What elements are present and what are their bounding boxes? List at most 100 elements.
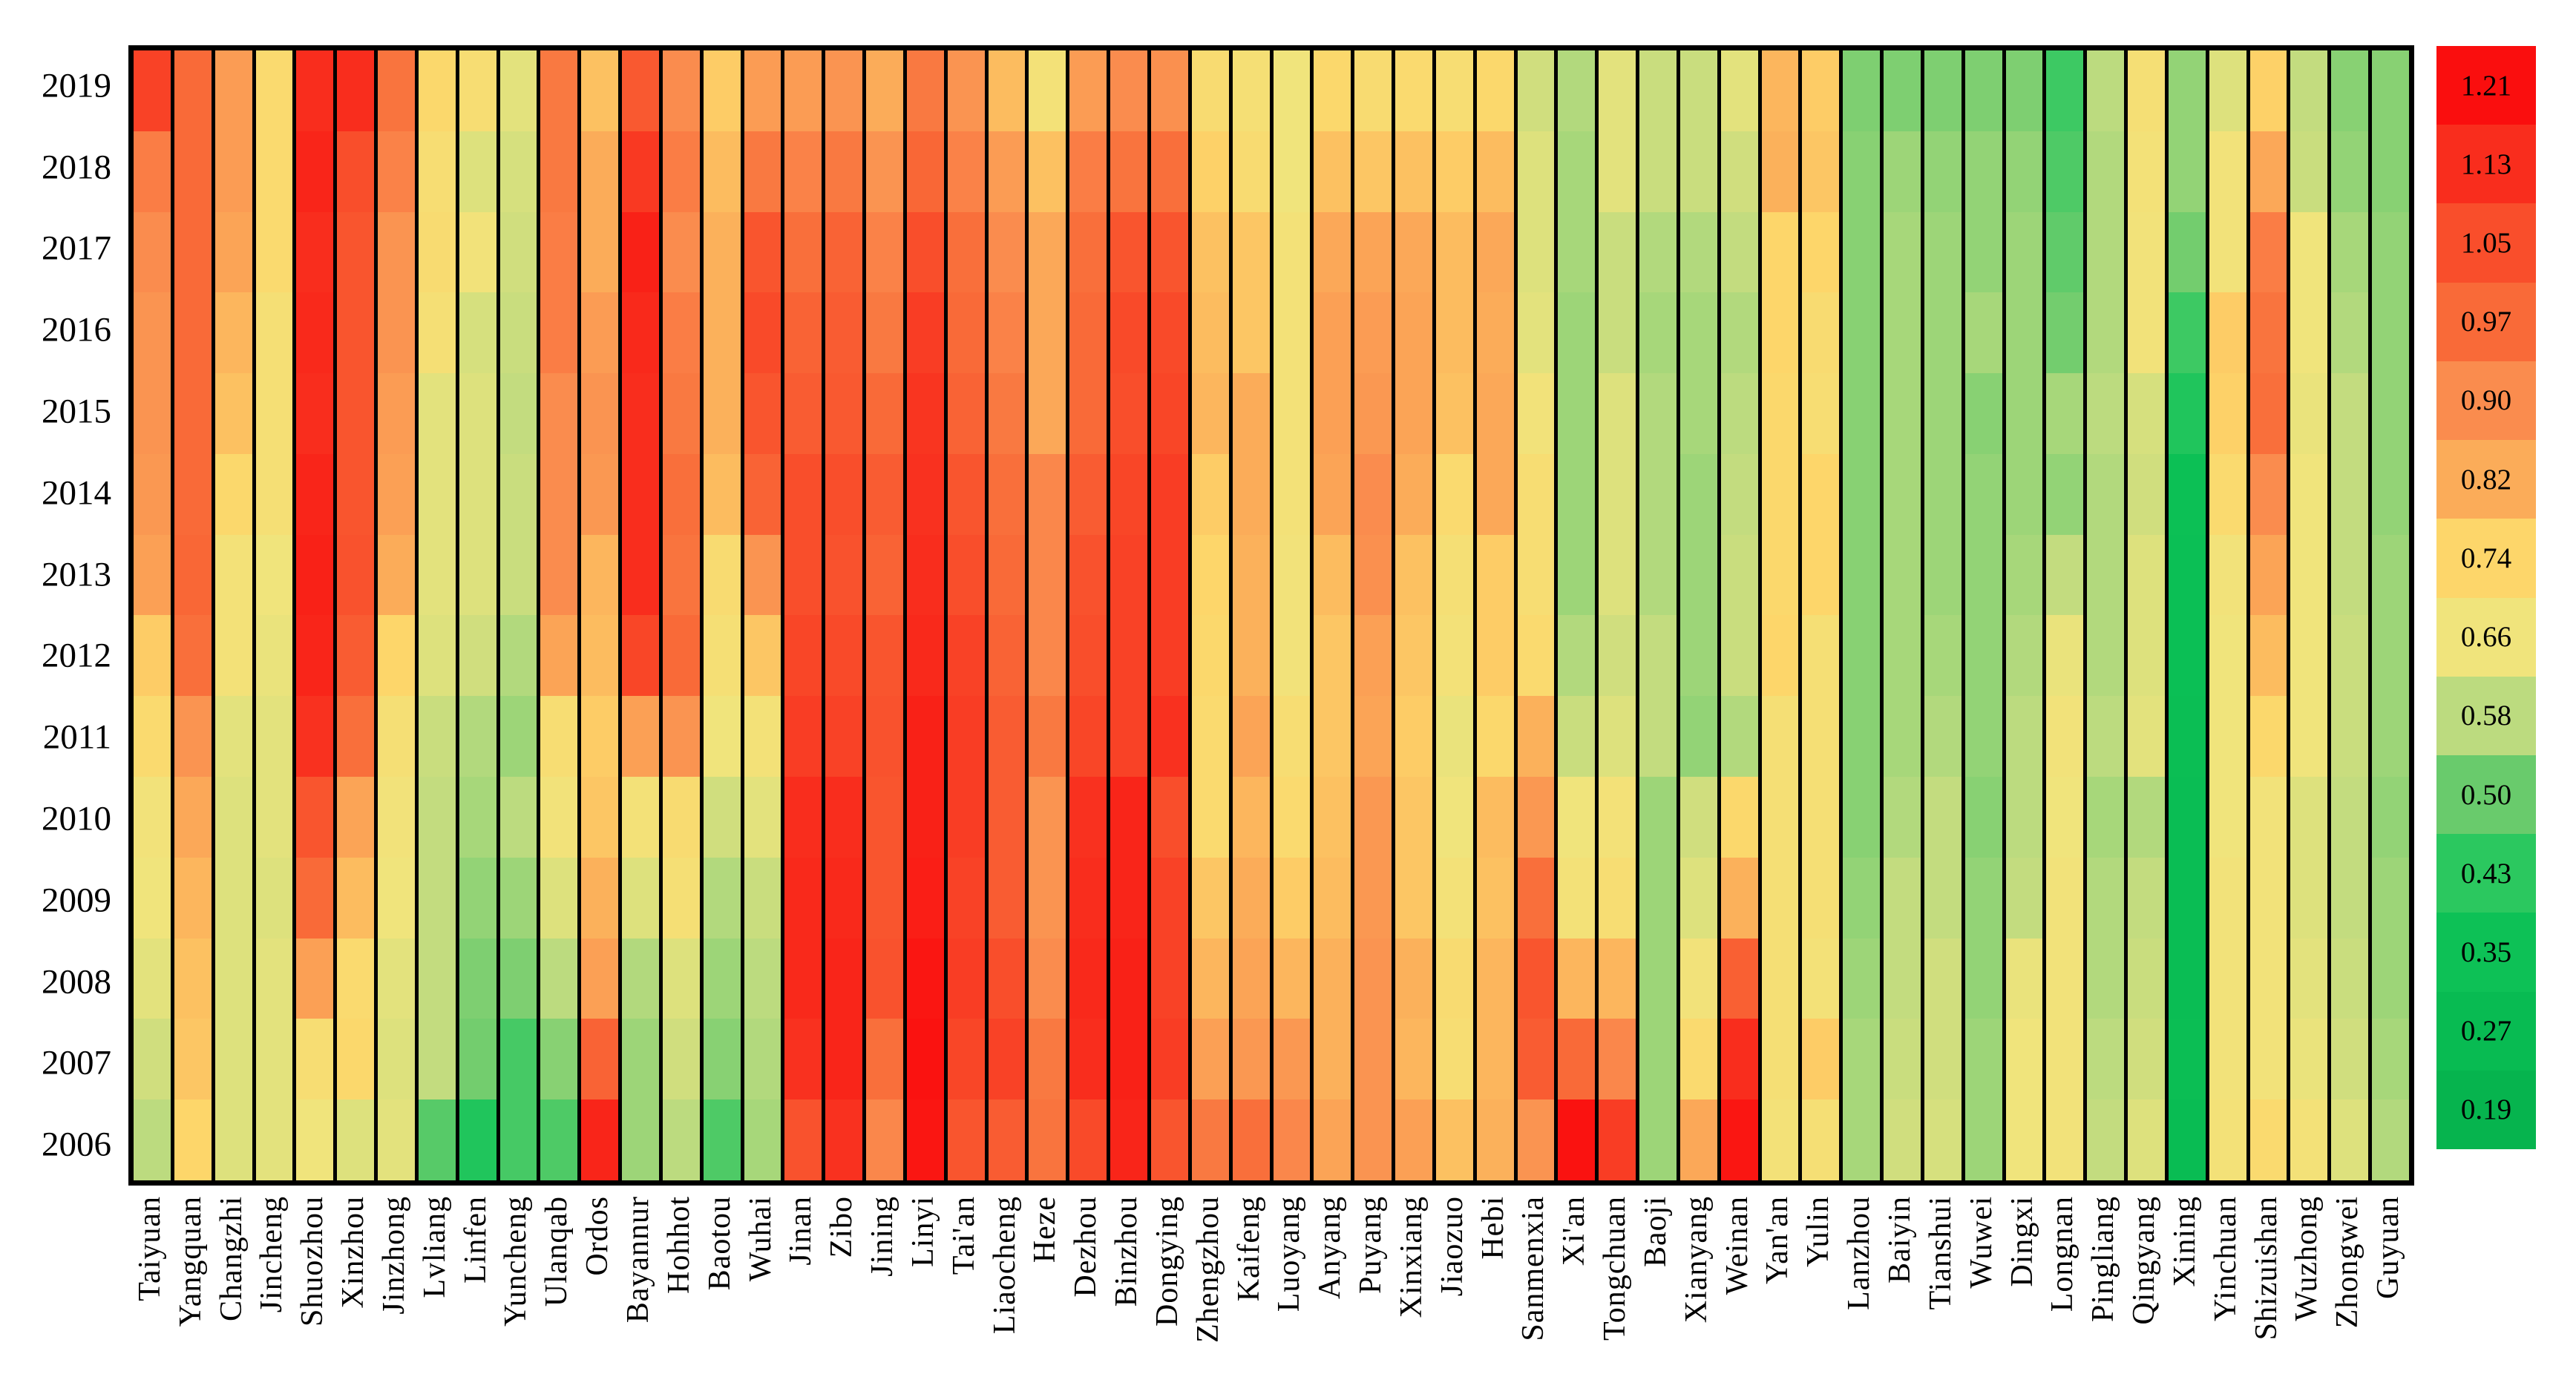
heatmap-cell bbox=[1069, 211, 1107, 293]
legend-block: 1.05 bbox=[2436, 203, 2536, 283]
heatmap-cell bbox=[1802, 373, 1840, 454]
colorbar-legend: 1.21 1.13 1.05 0.97 0.90 0.82 0.74 0.66 0.58 0.50… bbox=[2436, 46, 2536, 1150]
city-label: Dingxi bbox=[2005, 1196, 2039, 1287]
heatmap-cell bbox=[1517, 292, 1555, 374]
heatmap-cell bbox=[459, 453, 496, 535]
heatmap-cell bbox=[255, 777, 293, 858]
heatmap-cell bbox=[1924, 1019, 1962, 1100]
heatmap-cell bbox=[1761, 211, 1799, 293]
heatmap-cell bbox=[1191, 50, 1229, 131]
heatmap-cell bbox=[1314, 373, 1351, 454]
heatmap-cell bbox=[2087, 292, 2125, 374]
heatmap-cell bbox=[906, 938, 944, 1019]
heatmap-cell bbox=[1191, 1099, 1229, 1180]
heatmap-cell bbox=[255, 292, 293, 374]
heatmap-cell bbox=[1761, 50, 1799, 131]
heatmap-cell bbox=[2249, 857, 2287, 939]
heatmap-cell bbox=[296, 50, 334, 131]
heatmap-cell bbox=[2209, 131, 2246, 212]
heatmap-cell bbox=[906, 373, 944, 454]
city-label: Kaifeng bbox=[1231, 1196, 1266, 1302]
heatmap-cell bbox=[2168, 453, 2206, 535]
heatmap-cell bbox=[784, 211, 822, 293]
heatmap-cell bbox=[134, 1019, 171, 1100]
heatmap-cell bbox=[2087, 211, 2125, 293]
heatmap-cell bbox=[2046, 373, 2084, 454]
heatmap-cell bbox=[744, 1019, 781, 1100]
legend-block: 0.19 bbox=[2436, 1070, 2536, 1150]
heatmap-cell bbox=[337, 131, 375, 212]
heatmap-cell bbox=[459, 373, 496, 454]
heatmap-cell bbox=[499, 131, 537, 212]
heatmap-cell bbox=[1679, 777, 1717, 858]
heatmap-cell bbox=[1639, 696, 1677, 778]
heatmap-cell bbox=[1720, 615, 1758, 697]
city-label: Pingliang bbox=[2086, 1196, 2121, 1323]
heatmap-cell bbox=[1843, 857, 1881, 939]
heatmap-cell bbox=[499, 50, 537, 131]
heatmap-cell bbox=[214, 534, 252, 616]
heatmap-cell bbox=[296, 696, 334, 778]
heatmap-cell bbox=[1924, 50, 1962, 131]
heatmap-cell bbox=[2372, 534, 2409, 616]
city-label: Heze bbox=[1028, 1196, 1063, 1263]
heatmap-cell bbox=[134, 777, 171, 858]
heatmap-cell bbox=[1435, 615, 1473, 697]
heatmap-cell bbox=[1029, 453, 1066, 535]
heatmap-cell bbox=[2209, 453, 2246, 535]
heatmap-cell bbox=[540, 534, 578, 616]
heatmap-cell bbox=[1069, 373, 1107, 454]
legend-block: 0.35 bbox=[2436, 913, 2536, 992]
heatmap-cell bbox=[134, 857, 171, 939]
heatmap-cell bbox=[1558, 615, 1596, 697]
heatmap-cell bbox=[2168, 938, 2206, 1019]
heatmap-cell bbox=[214, 777, 252, 858]
heatmap-cell bbox=[540, 1099, 578, 1180]
heatmap-cell bbox=[2372, 857, 2409, 939]
heatmap-cell bbox=[1232, 534, 1270, 616]
heatmap-cell bbox=[337, 211, 375, 293]
heatmap-cell bbox=[418, 292, 456, 374]
heatmap-cell bbox=[337, 696, 375, 778]
heatmap-cell bbox=[2128, 453, 2165, 535]
heatmap-cell bbox=[296, 1019, 334, 1100]
heatmap-cell bbox=[703, 857, 741, 939]
heatmap-cell bbox=[703, 1099, 741, 1180]
heatmap-cell bbox=[1843, 534, 1881, 616]
heatmap-cell bbox=[1964, 938, 2002, 1019]
heatmap-cell bbox=[1599, 1019, 1636, 1100]
heatmap-cell bbox=[1354, 696, 1392, 778]
heatmap-cell bbox=[255, 1019, 293, 1100]
heatmap-cell bbox=[1599, 292, 1636, 374]
heatmap-cell bbox=[866, 292, 903, 374]
heatmap-cell bbox=[1110, 696, 1147, 778]
heatmap-cell bbox=[1843, 453, 1881, 535]
heatmap-cell bbox=[947, 50, 985, 131]
heatmap-cell bbox=[1150, 777, 1188, 858]
heatmap-cell bbox=[1679, 938, 1717, 1019]
heatmap-cell bbox=[214, 211, 252, 293]
heatmap-cell bbox=[1069, 534, 1107, 616]
heatmap-cell bbox=[622, 534, 659, 616]
heatmap-cell bbox=[1924, 211, 1962, 293]
heatmap-cell bbox=[662, 292, 700, 374]
heatmap-cell bbox=[2005, 777, 2043, 858]
heatmap-cell bbox=[906, 615, 944, 697]
heatmap-cell bbox=[378, 131, 415, 212]
city-label: Yangquan bbox=[173, 1196, 208, 1327]
heatmap-cell bbox=[174, 534, 212, 616]
heatmap-cell bbox=[296, 373, 334, 454]
heatmap-cell bbox=[459, 696, 496, 778]
heatmap-cell bbox=[1354, 292, 1392, 374]
heatmap-cell bbox=[296, 453, 334, 535]
heatmap-cell bbox=[622, 50, 659, 131]
heatmap-cell bbox=[2331, 777, 2369, 858]
city-label: Xi'an bbox=[1557, 1196, 1592, 1266]
heatmap-cell bbox=[988, 857, 1026, 939]
heatmap-cell bbox=[2372, 50, 2409, 131]
heatmap-cell bbox=[2209, 938, 2246, 1019]
heatmap-cell bbox=[2087, 777, 2125, 858]
heatmap-cell bbox=[1884, 857, 1921, 939]
heatmap-cell bbox=[825, 857, 863, 939]
city-label: Baotou bbox=[702, 1196, 737, 1291]
